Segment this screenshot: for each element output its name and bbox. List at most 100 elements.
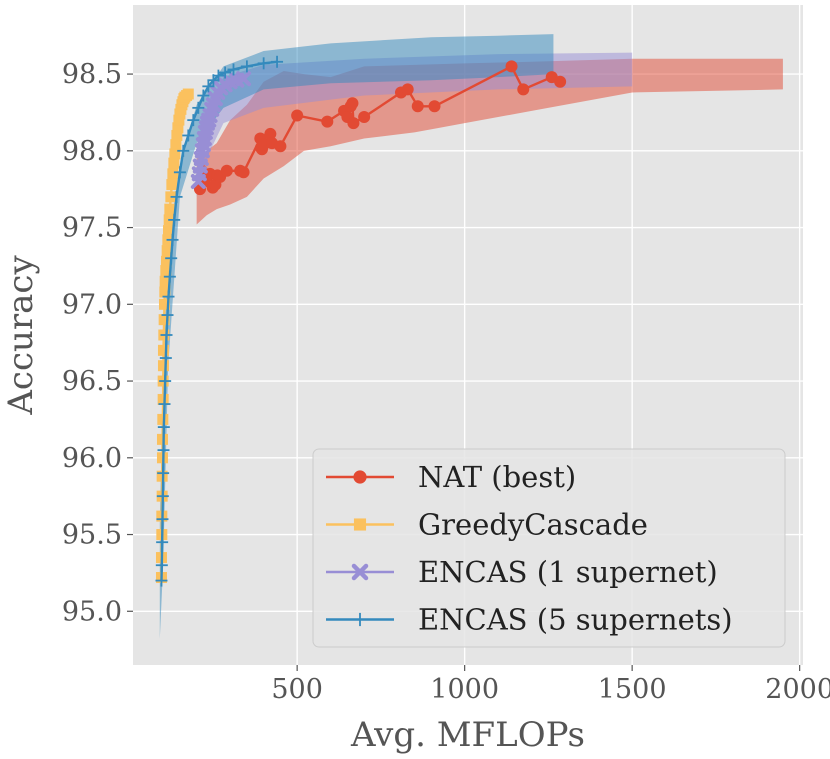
data-point bbox=[159, 375, 172, 388]
data-point bbox=[240, 60, 253, 73]
data-point bbox=[227, 63, 240, 76]
data-point bbox=[274, 140, 287, 153]
data-point bbox=[159, 286, 171, 298]
data-point bbox=[172, 122, 184, 134]
legend-entry: ENCAS (5 supernets) bbox=[326, 603, 733, 637]
x-tick-label: 2000 bbox=[765, 674, 830, 705]
data-point bbox=[157, 421, 170, 434]
data-point bbox=[157, 467, 170, 480]
data-point bbox=[237, 166, 250, 179]
data-point bbox=[160, 329, 173, 341]
data-point bbox=[156, 536, 169, 549]
x-tick-label: 1500 bbox=[598, 674, 667, 705]
data-point bbox=[158, 398, 171, 411]
data-point bbox=[236, 71, 252, 87]
data-point bbox=[428, 100, 441, 113]
legend-label: NAT (best) bbox=[418, 460, 576, 494]
data-point bbox=[554, 75, 567, 88]
legend-entry: NAT (best) bbox=[326, 460, 576, 494]
series-lines bbox=[155, 55, 567, 587]
data-point bbox=[166, 233, 179, 246]
y-axis-ticks: 95.0 95.5 96.0 96.5 97.0 97.5 98.0 98.5 bbox=[62, 59, 133, 627]
band-nat-best- bbox=[196, 58, 783, 225]
y-tick-label: 97.5 bbox=[62, 213, 122, 244]
data-point bbox=[160, 265, 172, 277]
data-point bbox=[157, 360, 169, 372]
series-encas-1-supernet- bbox=[190, 71, 252, 190]
data-point bbox=[291, 109, 304, 122]
data-point bbox=[197, 89, 210, 102]
data-point bbox=[171, 129, 183, 141]
data-point bbox=[505, 60, 518, 73]
data-point bbox=[271, 55, 284, 68]
y-tick-label: 96.5 bbox=[62, 366, 122, 397]
data-point bbox=[219, 66, 232, 79]
series-nat-best- bbox=[194, 60, 567, 196]
legend: NAT (best) GreedyCascade ENCAS (1 supernet… bbox=[312, 448, 786, 648]
legend-frame bbox=[312, 448, 786, 648]
data-point bbox=[161, 245, 173, 257]
y-tick-label: 98.0 bbox=[62, 136, 122, 167]
series-encas-5-supernets- bbox=[155, 55, 284, 587]
data-point bbox=[353, 470, 367, 484]
data-point bbox=[155, 574, 168, 587]
data-point bbox=[346, 97, 359, 110]
data-point bbox=[159, 275, 171, 287]
data-point bbox=[192, 101, 205, 114]
data-point bbox=[411, 100, 424, 113]
data-point bbox=[182, 88, 194, 100]
y-tick-label: 98.5 bbox=[62, 59, 122, 90]
data-point bbox=[401, 83, 414, 96]
data-point bbox=[165, 252, 178, 265]
data-point bbox=[257, 57, 270, 70]
data-point bbox=[157, 413, 169, 425]
y-tick-label: 95.5 bbox=[62, 520, 122, 551]
legend-label: GreedyCascade bbox=[418, 508, 648, 542]
data-point bbox=[212, 69, 225, 82]
data-point bbox=[170, 139, 182, 151]
data-point bbox=[347, 117, 360, 130]
data-point bbox=[173, 114, 185, 126]
grid bbox=[133, 5, 803, 665]
data-point bbox=[161, 309, 174, 322]
legend-label: ENCAS (1 supernet) bbox=[418, 555, 718, 589]
y-tick-label: 96.0 bbox=[62, 443, 122, 474]
data-point bbox=[353, 612, 367, 627]
data-point bbox=[351, 563, 369, 581]
data-point bbox=[170, 190, 183, 203]
data-point bbox=[156, 490, 169, 503]
data-point bbox=[182, 129, 195, 142]
data-point bbox=[157, 344, 169, 356]
y-axis-title: Accuracy bbox=[1, 255, 41, 416]
x-tick-label: 1000 bbox=[430, 674, 499, 705]
data-point bbox=[166, 179, 178, 191]
data-point bbox=[168, 157, 180, 169]
data-point bbox=[177, 144, 190, 157]
legend-entry: ENCAS (1 supernet) bbox=[326, 555, 718, 589]
data-point bbox=[157, 444, 170, 457]
data-point bbox=[321, 115, 334, 128]
data-point bbox=[156, 513, 169, 526]
data-point bbox=[187, 114, 200, 127]
data-point bbox=[168, 213, 181, 226]
data-point bbox=[264, 127, 277, 140]
data-point bbox=[163, 270, 176, 283]
data-point bbox=[159, 352, 172, 365]
data-point bbox=[517, 83, 530, 96]
data-point bbox=[173, 166, 186, 179]
x-tick-label: 500 bbox=[271, 674, 323, 705]
data-point bbox=[353, 518, 367, 531]
data-point bbox=[161, 255, 172, 267]
data-point bbox=[358, 111, 371, 124]
x-axis-title: Avg. MFLOPs bbox=[350, 715, 585, 755]
legend-label: ENCAS (5 supernets) bbox=[418, 603, 733, 637]
data-point bbox=[220, 164, 233, 177]
data-point bbox=[158, 298, 170, 310]
data-point bbox=[163, 225, 175, 237]
data-point bbox=[202, 80, 215, 93]
x-axis-ticks: 500 1000 1500 2000 bbox=[271, 665, 830, 705]
data-point bbox=[155, 559, 168, 572]
data-point bbox=[157, 393, 169, 405]
data-point bbox=[167, 168, 179, 180]
data-point bbox=[162, 290, 175, 303]
